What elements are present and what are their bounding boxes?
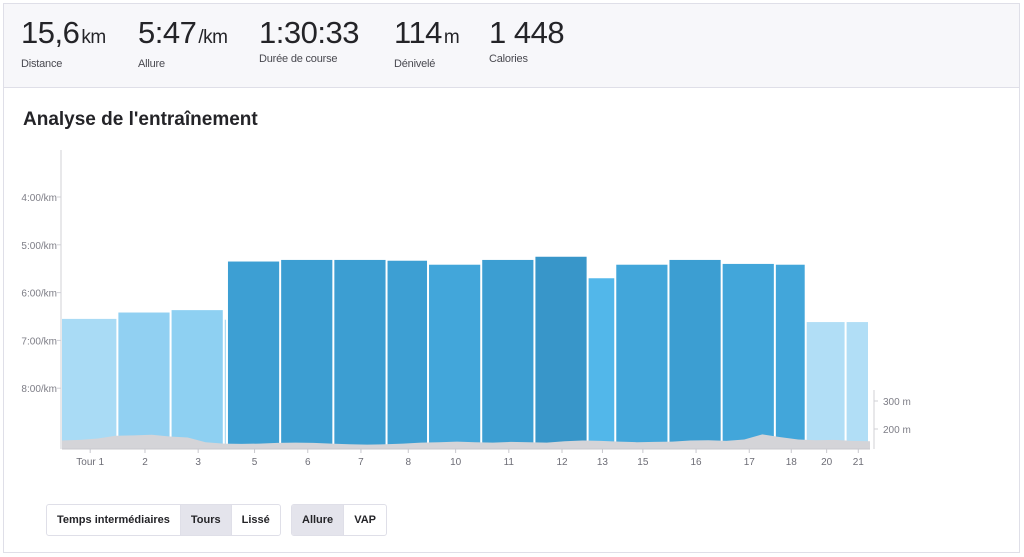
pace-bar (588, 278, 615, 449)
x-tick-label: 15 (637, 457, 649, 468)
x-tick-label: 20 (821, 457, 833, 468)
stat-elevation-value: 114 (394, 15, 442, 50)
stat-duration-value: 1:30:33 (259, 15, 359, 50)
x-tick-label: 10 (450, 457, 462, 468)
stat-calories-label: Calories (489, 53, 528, 65)
x-tick-label: 8 (406, 457, 412, 468)
x-tick-label: 6 (305, 457, 311, 468)
y-tick-label: 4:00/km (21, 193, 57, 204)
stat-distance-unit: km (81, 27, 106, 48)
y-tick-label: 6:00/km (21, 289, 57, 300)
x-tick-label: 3 (195, 457, 201, 468)
stat-duration-label: Durée de course (259, 53, 338, 65)
stat-pace-value: 5:47 (138, 15, 197, 50)
stat-distance-value: 15,6 (21, 15, 80, 50)
pace-bar (846, 322, 868, 449)
stat-elevation-unit: m (443, 27, 460, 48)
y-tick-label: 7:00/km (21, 336, 57, 347)
y-tick-label: 5:00/km (21, 241, 57, 252)
pace-bar (775, 264, 805, 449)
x-tick-label: 2 (142, 457, 148, 468)
stat-pace-label: Allure (138, 58, 165, 70)
smoothed-button[interactable]: Lissé (241, 514, 270, 526)
elevation-tick-label: 300 m (883, 397, 911, 408)
x-tick-label: Tour 1 (76, 457, 104, 468)
splits-button[interactable]: Temps intermédiaires (47, 505, 181, 535)
pace-bar (224, 319, 226, 449)
summary-stats-bar: 15,6 km Distance 5:47/km Allure 1:30:33 D… (4, 4, 1019, 88)
pace-bar (334, 259, 386, 449)
stat-calories-value: 1 448 (489, 15, 565, 50)
view-mode-toggle: Temps intermédiaires Tours Lissé (46, 504, 281, 536)
pace-bar (616, 264, 668, 449)
pace-bar (62, 318, 117, 449)
laps-button[interactable]: Tours (180, 505, 232, 535)
pace-bar (429, 264, 481, 449)
pace-bar (171, 310, 223, 449)
gap-button[interactable]: VAP (354, 514, 376, 526)
x-tick-label: 21 (853, 457, 865, 468)
stat-distance: 15,6 km Distance (21, 15, 106, 71)
pace-bar (118, 312, 170, 449)
x-tick-label: 18 (786, 457, 798, 468)
stat-elevation: 114 m Dénivelé (394, 15, 460, 71)
stat-calories: 1 448 Calories (489, 15, 565, 66)
y-tick-label: 8:00/km (21, 384, 57, 395)
x-tick-label: 7 (358, 457, 364, 468)
x-tick-label: 16 (690, 457, 702, 468)
pace-bar (722, 263, 774, 449)
stat-distance-label: Distance (21, 58, 63, 70)
pace-bar (806, 322, 845, 449)
x-tick-label: 11 (504, 457, 515, 468)
elevation-tick-label: 200 m (883, 425, 911, 436)
pace-bar (535, 256, 587, 449)
pace-bar (669, 259, 721, 449)
x-tick-label: 5 (252, 457, 258, 468)
x-tick-label: 12 (556, 457, 568, 468)
pace-bar (227, 261, 280, 449)
stat-pace: 5:47/km Allure (138, 15, 228, 71)
stat-elevation-label: Dénivelé (394, 58, 436, 70)
pace-bar (482, 259, 534, 449)
activity-panel: 15,6 km Distance 5:47/km Allure 1:30:33 D… (3, 3, 1020, 553)
x-tick-label: 17 (744, 457, 756, 468)
section-title: Analyse de l'entraînement (23, 109, 258, 130)
pace-button[interactable]: Allure (292, 505, 345, 535)
x-tick-label: 13 (597, 457, 609, 468)
stat-pace-unit: /km (198, 27, 228, 48)
elevation-area (62, 434, 870, 449)
metric-toggle: Allure VAP (291, 504, 387, 536)
pace-bar (281, 259, 333, 449)
stat-duration: 1:30:33 Durée de course (259, 15, 359, 66)
pace-bar (387, 260, 428, 449)
